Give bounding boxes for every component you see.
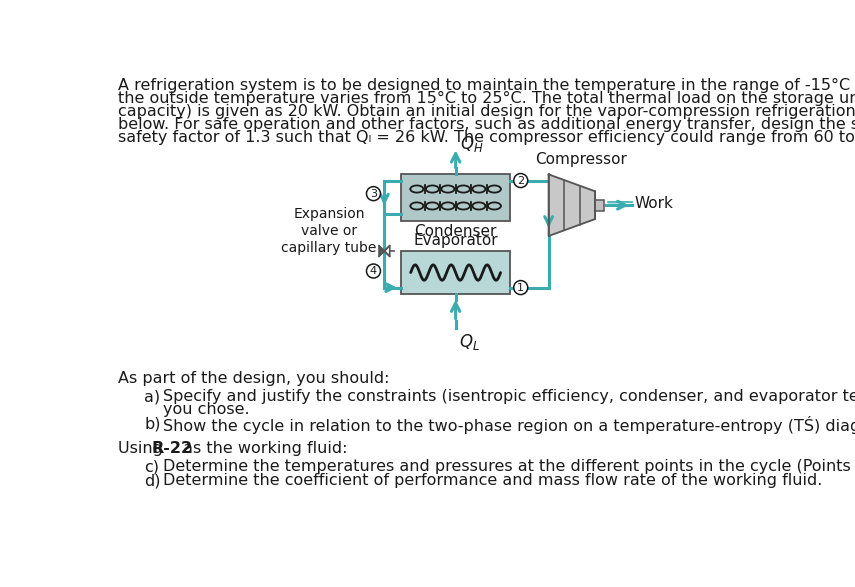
Text: As part of the design, you should:: As part of the design, you should: [118,371,389,386]
Text: 1: 1 [517,282,524,292]
Text: 3: 3 [370,188,377,198]
Text: 2: 2 [517,176,524,185]
Text: $Q_L$: $Q_L$ [459,332,480,352]
Text: Specify and justify the constraints (isentropic efficiency, condenser, and evapo: Specify and justify the constraints (ise… [162,389,855,404]
Text: Condenser: Condenser [415,224,497,239]
Text: Expansion
valve or
capillary tube: Expansion valve or capillary tube [281,207,376,255]
Text: as the working fluid:: as the working fluid: [178,441,348,456]
Text: Show the cycle in relation to the two-phase region on a temperature-entropy (TŚ): Show the cycle in relation to the two-ph… [162,416,855,434]
Text: safety factor of 1.3 such that Qₗ = 26 kW. The compressor efficiency could range: safety factor of 1.3 such that Qₗ = 26 k… [118,130,855,146]
Text: a): a) [144,389,160,404]
Text: A refrigeration system is to be designed to maintain the temperature in the rang: A refrigeration system is to be designed… [118,78,855,93]
Text: d): d) [144,473,161,488]
Text: below. For safe operation and other factors, such as additional energy transfer,: below. For safe operation and other fact… [118,117,855,133]
Text: Evaporator: Evaporator [413,233,498,248]
Polygon shape [379,245,385,257]
Text: Work: Work [634,196,674,211]
Text: capacity) is given as 20 kW. Obtain an initial design for the vapor-compression : capacity) is given as 20 kW. Obtain an i… [118,104,855,119]
Bar [401,251,510,294]
Bar [401,174,510,221]
Text: Using: Using [118,441,168,456]
Text: 4: 4 [370,266,377,276]
Text: you chose.: you chose. [162,402,250,417]
Bar [595,200,604,211]
Text: the outside temperature varies from 15°C to 25°C. The total thermal load on the : the outside temperature varies from 15°C… [118,91,855,106]
Text: Determine the temperatures and pressures at the different points in the cycle (P: Determine the temperatures and pressures… [162,459,855,474]
Polygon shape [549,174,595,236]
Text: $Q_H$: $Q_H$ [460,134,484,154]
Text: R-22: R-22 [151,441,192,456]
Text: b): b) [144,416,161,431]
Text: c): c) [144,459,159,474]
Text: Compressor: Compressor [535,151,627,167]
Text: Determine the coefficient of performance and mass flow rate of the working fluid: Determine the coefficient of performance… [162,473,822,488]
Polygon shape [385,245,390,257]
